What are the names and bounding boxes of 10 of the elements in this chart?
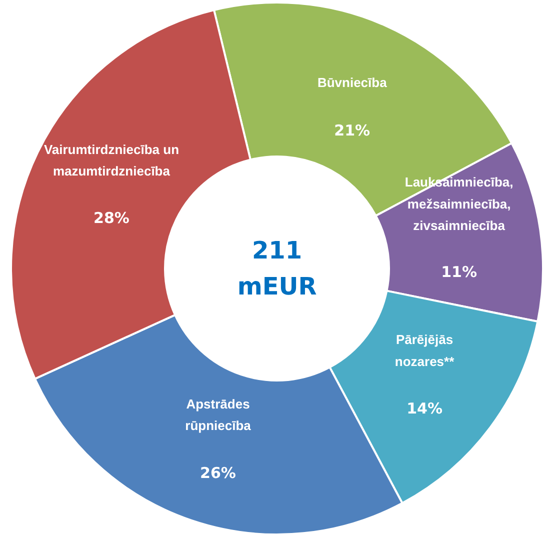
data-label: 21%: [334, 122, 370, 140]
data-label: 14%: [406, 399, 442, 418]
slice-label: Apstrādes rūpniecība: [185, 396, 252, 434]
slice-label: Būvniecība: [317, 75, 388, 90]
data-label: 26%: [200, 464, 236, 482]
data-label: 11%: [441, 262, 478, 281]
slice-label: Pārējējās nozares**: [394, 332, 456, 369]
text: 211 mEUR: [237, 236, 317, 301]
slice-label: Vairumtirdzniecība un mazumtirdzniecība: [44, 142, 180, 179]
data-label: 28%: [94, 209, 130, 228]
